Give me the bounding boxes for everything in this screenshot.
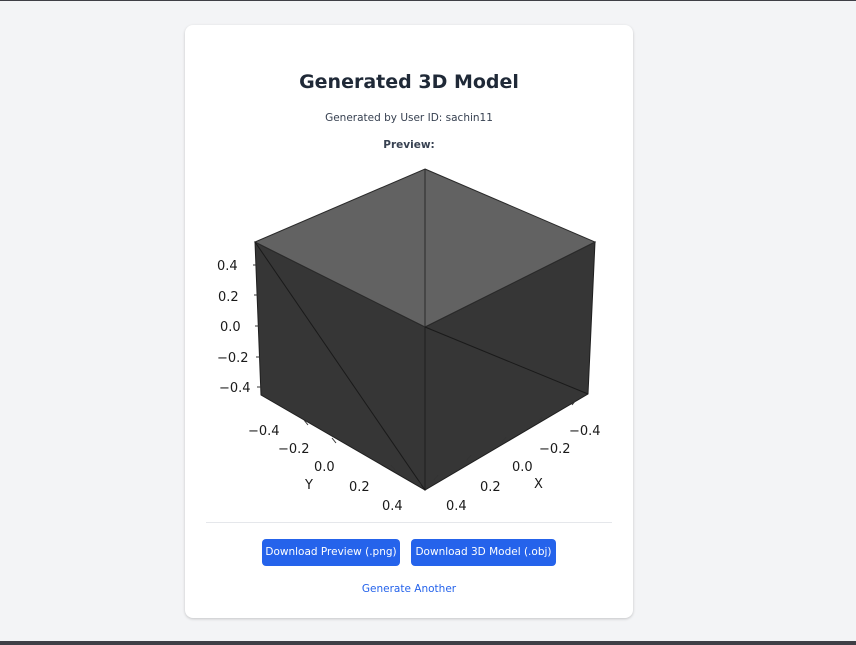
y-axis-label: Y: [304, 478, 313, 493]
x-tick-mark: [571, 399, 577, 406]
x-tick-label: −0.2: [539, 442, 571, 457]
x-tick-mark: [537, 416, 543, 423]
actions-divider: [206, 522, 612, 523]
x-tick-label: 0.0: [512, 460, 533, 475]
y-tick-mark: [331, 437, 337, 444]
preview-label: Preview:: [383, 139, 435, 151]
y-tick-label: 0.2: [349, 480, 370, 495]
y-tick-mark: [390, 464, 396, 471]
generate-another-link[interactable]: Generate Another: [361, 583, 457, 595]
z-tick-label: 0.4: [217, 259, 238, 274]
cube-right-diagonal: [424, 326, 589, 395]
y-tick-mark: [416, 479, 422, 486]
y-tick-label: −0.2: [278, 442, 310, 457]
y-tick-mark: [361, 449, 367, 456]
window-top-border: [0, 0, 856, 1]
z-tick-label: −0.4: [219, 381, 251, 396]
x-tick-mark: [466, 454, 472, 461]
page-title: Generated 3D Model: [299, 71, 519, 93]
user-id-line: Generated by User ID: sachin11: [325, 112, 493, 124]
x-tick-label: 0.2: [480, 480, 501, 495]
window-bottom-border: [0, 641, 856, 645]
x-tick-label: −0.4: [569, 424, 601, 439]
y-tick-label: 0.0: [314, 460, 335, 475]
3d-preview-plot: 0.4 0.2 0.0 −0.2 −0.4 −0.4 −0.2 0.0 0.2 …: [217, 168, 601, 514]
download-model-button[interactable]: Download 3D Model (.obj): [411, 539, 556, 566]
y-tick-label: −0.4: [248, 424, 280, 439]
z-tick-label: −0.2: [217, 351, 249, 366]
cube-left-diagonal: [254, 241, 426, 491]
x-tick-label: 0.4: [446, 499, 467, 514]
x-axis-label: X: [534, 477, 543, 492]
y-tick-label: 0.4: [382, 499, 403, 514]
x-tick-mark: [433, 474, 439, 481]
z-tick-label: 0.2: [218, 290, 239, 305]
z-tick-label: 0.0: [220, 320, 241, 335]
y-tick-mark: [303, 419, 309, 426]
x-tick-mark: [501, 436, 507, 443]
download-preview-button[interactable]: Download Preview (.png): [262, 539, 400, 566]
